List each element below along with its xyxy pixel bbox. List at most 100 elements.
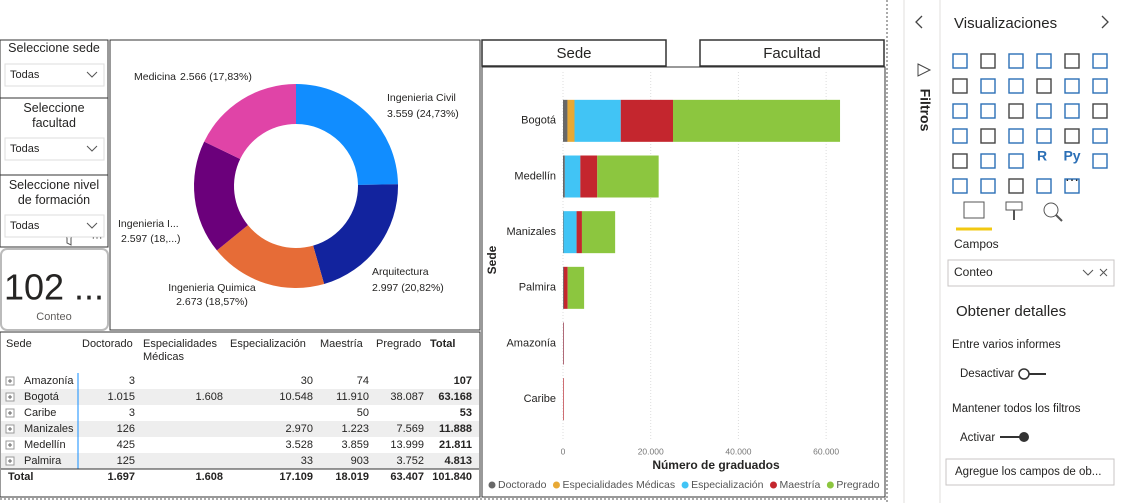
visual-icon[interactable] [952, 103, 968, 119]
expand-plus[interactable] [8, 411, 12, 415]
nav-button[interactable]: Sede [556, 45, 591, 62]
y-tick-label: Medellín [514, 170, 556, 182]
table-cell: Caribe [24, 407, 56, 419]
field-chip[interactable]: Conteo [954, 265, 993, 279]
column-header: Especialidades Médicas [143, 338, 217, 363]
collapse-icon[interactable] [915, 15, 923, 29]
dropdown[interactable] [4, 63, 105, 87]
visual-icon[interactable] [980, 153, 996, 169]
visual-icon[interactable] [1036, 78, 1052, 94]
visual-icon[interactable] [1064, 128, 1080, 144]
visual-icon[interactable] [980, 53, 996, 69]
legend-marker [552, 481, 560, 489]
chevron[interactable] [86, 222, 98, 229]
table-cell: Palmira [24, 455, 62, 467]
chevron[interactable] [1082, 269, 1094, 276]
y-axis-title: Sede [485, 245, 499, 274]
nav-button[interactable]: Facultad [763, 45, 821, 62]
expand-plus[interactable] [8, 395, 12, 399]
table-cell: 3.528 [285, 439, 313, 451]
expand-plus[interactable] [8, 379, 12, 383]
visual-icon[interactable] [1036, 128, 1052, 144]
bar-frame [481, 66, 886, 498]
table-cell: 3 [129, 375, 135, 387]
button-frame[interactable] [481, 39, 667, 67]
table-cell: 30 [301, 375, 313, 387]
table-cell: Bogotá [24, 391, 60, 403]
expand-plus[interactable] [8, 459, 12, 463]
expand-plus[interactable] [8, 443, 12, 447]
visual-icon[interactable] [1064, 103, 1080, 119]
visual-icon[interactable] [1092, 153, 1108, 169]
column-header: Maestría [320, 338, 363, 350]
row-band [1, 389, 479, 405]
visual-icon[interactable] [1092, 53, 1108, 69]
visual-icon[interactable] [952, 53, 968, 69]
bar-segment [574, 99, 621, 142]
slice-label: 3.559 (24,73%) [387, 108, 459, 120]
visual-icon[interactable] [1092, 128, 1108, 144]
filter-icon[interactable] [917, 63, 932, 77]
table-cell: 7.569 [396, 423, 424, 435]
fields-tab-icon[interactable] [963, 201, 985, 219]
visual-icon[interactable] [1064, 178, 1080, 194]
visual-icon[interactable] [1064, 53, 1080, 69]
drop-well[interactable] [945, 458, 1115, 486]
slice-name: Medicina [134, 71, 176, 83]
section-label: Campos [954, 237, 999, 251]
bar-segment [563, 266, 568, 309]
toggle-knob[interactable] [1018, 368, 1030, 380]
donut-slice [313, 184, 399, 285]
visual-icon[interactable] [952, 78, 968, 94]
legend-label: Pregrado [836, 479, 879, 491]
more-visuals[interactable]: ⋯ [1065, 172, 1079, 188]
visual-icon[interactable] [952, 178, 968, 194]
slice-label: 2.597 (18,...) [121, 233, 181, 245]
visual-icon[interactable] [1092, 78, 1108, 94]
visual-icon[interactable] [980, 128, 996, 144]
y-tick-label: Caribe [524, 393, 556, 405]
dropdown-value: Todas [10, 220, 40, 232]
more-icon[interactable]: ⋯ [92, 232, 103, 244]
expand-icon[interactable] [1101, 15, 1109, 29]
visual-icon[interactable]: R [1037, 148, 1047, 164]
button-frame[interactable] [699, 39, 885, 67]
visual-icon[interactable] [1008, 178, 1024, 194]
chevron[interactable] [86, 145, 98, 152]
visual-icon[interactable] [980, 78, 996, 94]
chevron[interactable] [86, 71, 98, 78]
bar-segment [564, 155, 581, 198]
analytics-tab-icon[interactable] [1043, 202, 1059, 218]
table-cell: 1.608 [195, 391, 223, 403]
visual-icon[interactable] [1008, 153, 1024, 169]
visual-icon[interactable] [1008, 128, 1024, 144]
toggle-label: Desactivar [960, 368, 1014, 380]
dropdown[interactable] [4, 137, 105, 161]
expand-plus[interactable] [8, 427, 12, 431]
visual-icon[interactable] [1008, 103, 1024, 119]
toggle-knob[interactable] [1019, 432, 1029, 442]
visual-icon[interactable] [1064, 78, 1080, 94]
row-band [1, 453, 479, 469]
pane-tab[interactable]: Filtros [917, 89, 933, 132]
table-cell: 3.859 [341, 439, 369, 451]
visual-icon[interactable]: Py [1063, 148, 1080, 164]
visual-icon[interactable] [980, 178, 996, 194]
remove-icon[interactable] [1099, 268, 1108, 277]
visual-icon[interactable] [1008, 53, 1024, 69]
drop-hint[interactable]: Agregue los campos de ob... [955, 466, 1101, 478]
pane-bg [904, 0, 1123, 503]
visual-icon[interactable] [952, 153, 968, 169]
dropdown[interactable] [4, 214, 105, 238]
visual-icon[interactable] [1008, 78, 1024, 94]
visual-icon[interactable] [1036, 53, 1052, 69]
legend-label: Doctorado [498, 479, 547, 491]
visual-icon[interactable] [1036, 103, 1052, 119]
visual-icon[interactable] [1036, 178, 1052, 194]
y-tick-label: Amazonía [506, 337, 556, 349]
visual-icon[interactable] [980, 103, 996, 119]
visual-icon[interactable] [1092, 103, 1108, 119]
donut-slice [204, 84, 296, 160]
column-header: Especialización [230, 338, 306, 350]
visual-icon[interactable] [952, 128, 968, 144]
